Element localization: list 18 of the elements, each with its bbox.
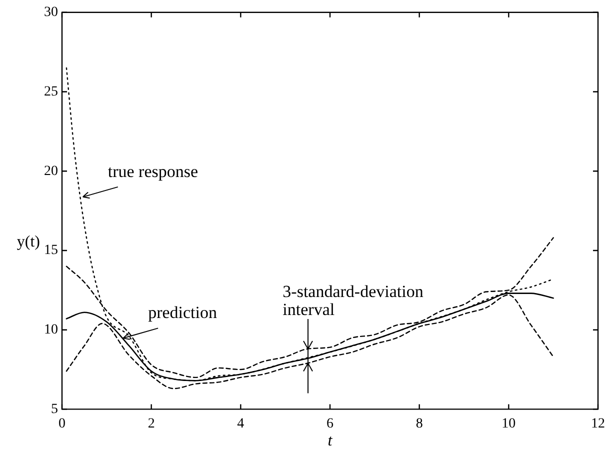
x-tick-label: 2 <box>148 416 155 432</box>
y-tick-label: 10 <box>44 322 58 338</box>
x-tick-label: 6 <box>326 416 334 432</box>
y-axis-title: y(t) <box>16 234 40 251</box>
x-tick-label: 4 <box>237 416 244 432</box>
x-axis-title: t <box>328 432 333 450</box>
x-tick-label: 10 <box>502 416 516 432</box>
x-tick-label: 0 <box>58 416 66 432</box>
annotation: true response <box>108 162 198 181</box>
x-tick-label: 8 <box>416 416 423 432</box>
annotation: 3-standard-deviation interval <box>282 282 424 319</box>
y-tick-label: 25 <box>44 84 58 100</box>
annotation: prediction <box>148 303 218 322</box>
y-tick-label: 30 <box>44 5 58 20</box>
y-tick-label: 15 <box>44 243 58 258</box>
y-tick-label: 5 <box>51 402 58 417</box>
x-tick-label: 12 <box>591 416 605 432</box>
y-tick-label: 20 <box>44 164 58 179</box>
